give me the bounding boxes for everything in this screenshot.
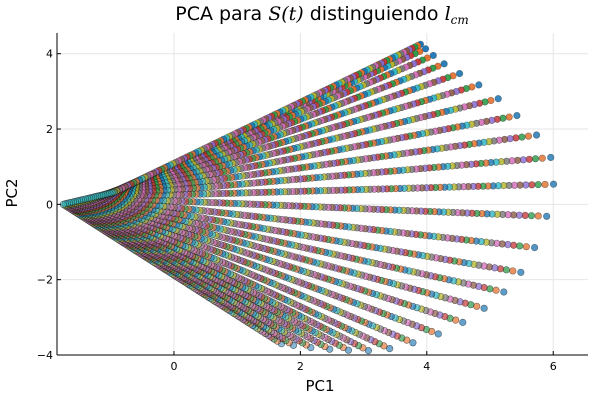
data-point-s3-13 — [516, 242, 524, 250]
series-6 — [261, 47, 524, 344]
data-point-s2-13 — [522, 243, 530, 251]
data-point-s1-15 — [500, 288, 508, 296]
y-tick-label-1: −2 — [37, 274, 53, 287]
data-point-s1-11 — [549, 180, 558, 188]
data-point-s3-14 — [502, 266, 510, 274]
y-tick-label-4: 4 — [46, 48, 53, 61]
data-point-s4-11 — [528, 181, 536, 189]
data-point-s4-10 — [525, 155, 533, 163]
data-point-s2-11 — [541, 180, 549, 189]
data-point-s2-15 — [492, 286, 500, 294]
data-point-s1-17 — [459, 318, 467, 326]
y-tick-label-0: −4 — [37, 349, 53, 362]
x-axis-label: PC1 — [305, 377, 334, 395]
series-3 — [270, 43, 542, 350]
data-point-s1-8 — [513, 111, 521, 120]
data-point-s3-11 — [534, 181, 542, 189]
data-point-s2-14 — [509, 267, 517, 275]
y-tick-label-3: 2 — [46, 123, 53, 136]
data-point-s4-12 — [521, 211, 529, 220]
data-point-s1-3 — [429, 51, 437, 60]
data-point-s2-12 — [534, 212, 542, 220]
data-point-s1-14 — [517, 268, 525, 276]
y-tick-label-2: 0 — [46, 198, 53, 211]
data-point-s1-19 — [409, 339, 417, 347]
data-point-s1-2 — [422, 45, 430, 53]
x-tick-label-2: 4 — [423, 360, 430, 373]
data-point-s1-7 — [494, 95, 502, 103]
data-point-s1-13 — [530, 243, 539, 252]
data-series — [59, 40, 558, 355]
data-point-s1-9 — [532, 131, 541, 139]
data-point-s2-9 — [524, 132, 533, 140]
data-point-s3-10 — [531, 155, 540, 163]
data-point-s2-7 — [487, 96, 495, 105]
data-point-s2-16 — [473, 302, 481, 310]
data-point-s1-4 — [440, 60, 448, 68]
data-point-s110-26 — [59, 200, 67, 208]
data-point-s1-18 — [434, 330, 442, 338]
data-point-s1-16 — [480, 304, 488, 312]
data-point-s1-5 — [455, 69, 464, 78]
series-2 — [273, 42, 549, 352]
data-point-s3-9 — [518, 133, 526, 141]
data-point-s1-6 — [475, 81, 483, 89]
data-point-s2-10 — [538, 154, 546, 162]
data-point-s2-8 — [505, 113, 513, 121]
chart-title: PCA para S(t) distinguiendo lcm — [175, 3, 469, 27]
series-10 — [251, 52, 502, 337]
y-axis-label: PC2 — [3, 178, 21, 207]
data-point-s3-15 — [486, 285, 494, 293]
data-point-s1-12 — [543, 212, 551, 220]
data-point-s1-20 — [386, 345, 394, 353]
x-tick-label-1: 2 — [297, 360, 304, 373]
data-point-s1-10 — [547, 153, 555, 162]
data-point-s3-12 — [527, 212, 536, 220]
x-tick-label-0: 0 — [170, 360, 177, 373]
x-tick-label-3: 6 — [550, 360, 557, 373]
